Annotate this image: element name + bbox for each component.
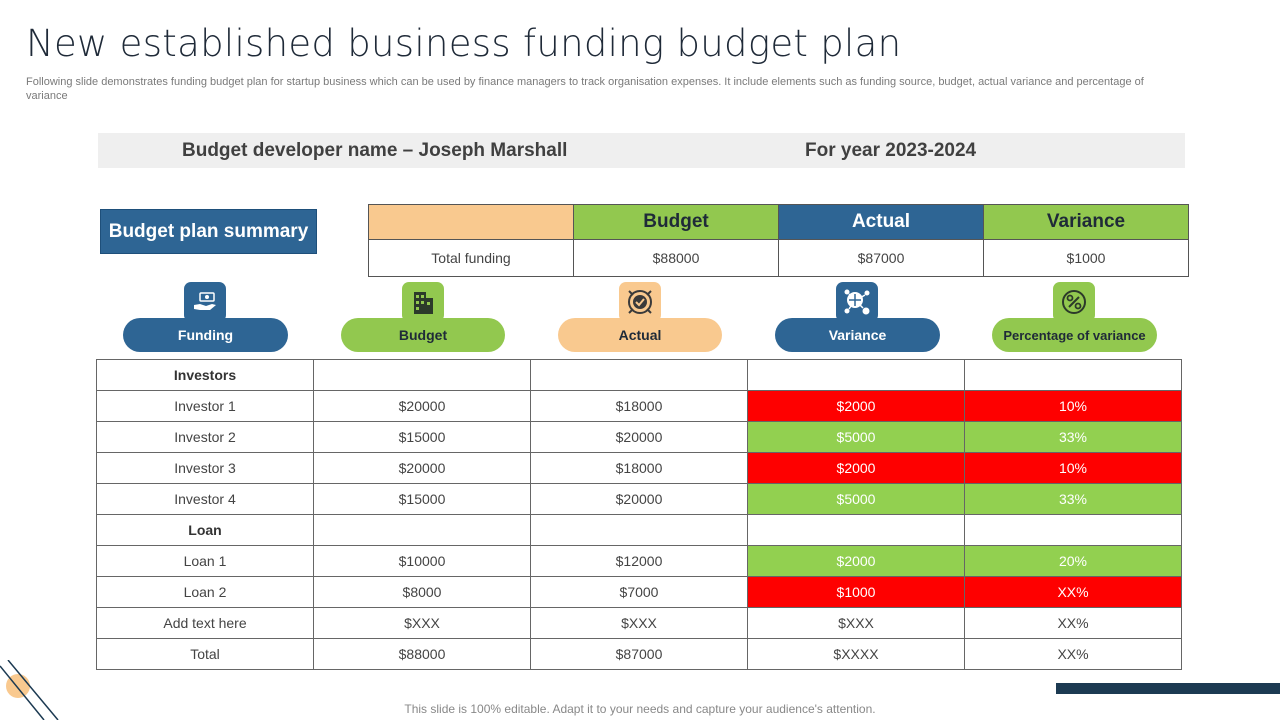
money-hand-icon [184,282,226,322]
table-cell: 33% [964,421,1182,453]
table-row: Add text here $XXX $XXX $XXX XX% [96,607,1182,639]
table-cell: $88000 [313,638,531,670]
table-cell: XX% [964,576,1182,608]
table-cell: $XXX [530,607,748,639]
table-cell: $20000 [313,390,531,422]
table-cell: 10% [964,452,1182,484]
table-cell: Investor 2 [96,421,314,453]
category-budget: Budget [341,318,505,352]
table-row: Loan 1 $10000 $12000 $2000 20% [96,545,1182,577]
table-cell: $20000 [530,421,748,453]
summary-header-row: Budget Actual Variance [368,204,1189,240]
table-cell: 20% [964,545,1182,577]
budget-year: For year 2023-2024 [805,140,977,161]
table-cell: $5000 [747,421,965,453]
table-cell: XX% [964,607,1182,639]
table-cell: $87000 [530,638,748,670]
table-cell: Add text here [96,607,314,639]
building-icon [402,282,444,322]
summary-row: Total funding $88000 $87000 $1000 [368,239,1189,277]
table-cell: Loan 1 [96,545,314,577]
table-row: Investor 1 $20000 $18000 $2000 10% [96,390,1182,422]
table-row: Investor 3 $20000 $18000 $2000 10% [96,452,1182,484]
slide-title: New established business funding budget … [26,22,902,65]
table-cell [964,514,1182,546]
table-cell [313,514,531,546]
summary-cell-actual: $87000 [778,239,984,277]
category-variance: Variance [775,318,940,352]
table-cell: $18000 [530,390,748,422]
summary-table: Budget Actual Variance Total funding $88… [368,204,1189,277]
budget-table: Investors Investor 1 $20000 $18000 $2000 10% I… [96,359,1182,670]
category-percentage: Percentage of variance [992,318,1157,352]
section-row: Loan [96,514,1182,546]
table-cell: $15000 [313,483,531,515]
category-actual: Actual [558,318,722,352]
table-cell [964,359,1182,391]
table-cell: $7000 [530,576,748,608]
table-cell: $2000 [747,452,965,484]
summary-cell-label: Total funding [368,239,574,277]
table-cell: $12000 [530,545,748,577]
summary-header-actual: Actual [778,204,984,240]
table-cell: $20000 [313,452,531,484]
summary-cell-variance: $1000 [983,239,1189,277]
table-cell: $1000 [747,576,965,608]
table-cell: $15000 [313,421,531,453]
table-cell: Total [96,638,314,670]
table-row: Total $88000 $87000 $XXXX XX% [96,638,1182,670]
table-cell: 33% [964,483,1182,515]
table-cell: 10% [964,390,1182,422]
table-cell [313,359,531,391]
footer-note: This slide is 100% editable. Adapt it to… [404,702,876,716]
table-row: Investor 4 $15000 $20000 $5000 33% [96,483,1182,515]
table-cell: $2000 [747,390,965,422]
table-cell [747,514,965,546]
accent-bar [1056,683,1280,694]
table-cell [530,359,748,391]
table-cell: $18000 [530,452,748,484]
summary-header-budget: Budget [573,204,779,240]
table-cell: $5000 [747,483,965,515]
table-cell: Investor 4 [96,483,314,515]
table-row: Investor 2 $15000 $20000 $5000 33% [96,421,1182,453]
table-cell: $XXXX [747,638,965,670]
table-cell: Investors [96,359,314,391]
summary-header-variance: Variance [983,204,1189,240]
section-row: Investors [96,359,1182,391]
slide-subtitle: Following slide demonstrates funding bud… [26,76,1144,102]
target-check-icon [619,282,661,322]
table-cell: Loan 2 [96,576,314,608]
table-cell: Investor 3 [96,452,314,484]
table-cell: $8000 [313,576,531,608]
table-cell [530,514,748,546]
table-cell [747,359,965,391]
table-cell: $10000 [313,545,531,577]
info-bar: Budget developer name – Joseph Marshall … [98,133,1185,168]
table-cell: $XXX [313,607,531,639]
summary-header-blank [368,204,574,240]
table-cell: $2000 [747,545,965,577]
table-cell: $XXX [747,607,965,639]
network-icon [836,282,878,322]
category-funding: Funding [123,318,288,352]
table-cell: Loan [96,514,314,546]
table-row: Loan 2 $8000 $7000 $1000 XX% [96,576,1182,608]
table-cell: $20000 [530,483,748,515]
table-cell: XX% [964,638,1182,670]
developer-name: Budget developer name – Joseph Marshall [182,140,568,161]
table-cell: Investor 1 [96,390,314,422]
corner-decoration [0,660,59,720]
percent-icon [1053,282,1095,322]
budget-summary-label: Budget plan summary [100,209,317,254]
summary-cell-budget: $88000 [573,239,779,277]
